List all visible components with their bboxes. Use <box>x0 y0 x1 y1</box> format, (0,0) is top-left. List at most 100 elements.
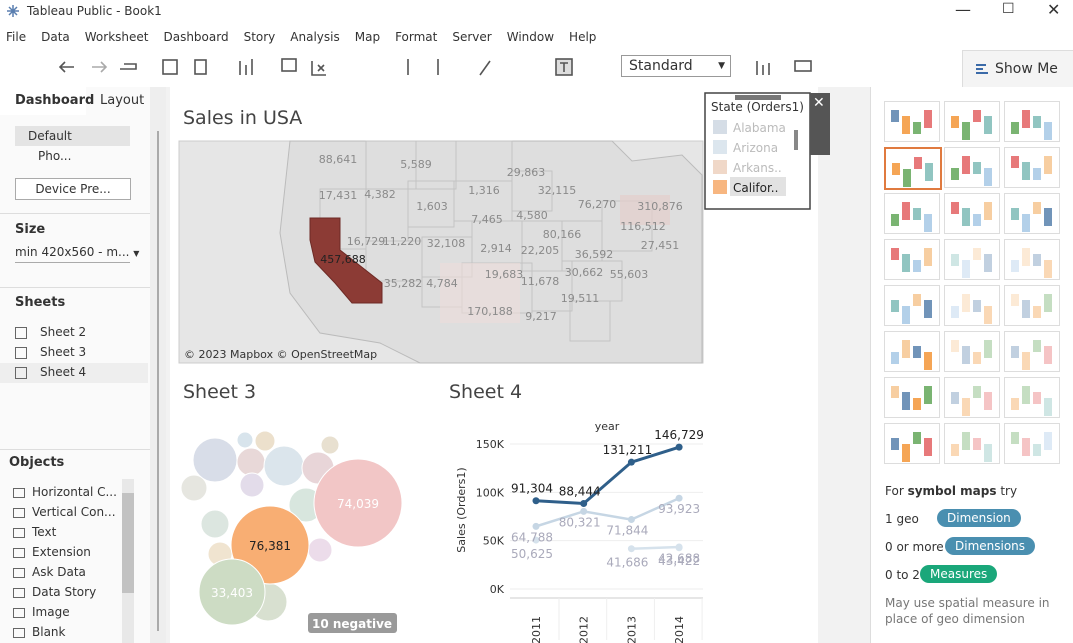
chart-type[interactable] <box>1004 331 1060 372</box>
tab-layout[interactable]: Layout <box>100 93 145 108</box>
hint: For symbol maps try <box>885 484 1017 498</box>
menu-item[interactable]: File <box>6 30 27 44</box>
size-dropdown[interactable]: min 420x560 - m... ▼ <box>15 245 139 263</box>
thumb-mark <box>1022 110 1030 128</box>
chart-type[interactable] <box>944 285 1000 326</box>
chart-type[interactable] <box>884 423 940 464</box>
menu-item[interactable]: Server <box>452 30 492 44</box>
menu-item[interactable]: Story <box>243 30 276 44</box>
chart-type[interactable] <box>944 377 1000 418</box>
object-item[interactable]: Blank <box>32 625 66 639</box>
state-label: 1,316 <box>468 184 500 197</box>
chart-type[interactable] <box>1004 239 1060 280</box>
thumb-mark <box>902 306 910 324</box>
chart-type[interactable] <box>1004 101 1060 142</box>
device-item[interactable]: Pho... <box>38 149 72 163</box>
chart-type[interactable] <box>944 239 1000 280</box>
thumb-mark <box>891 248 899 260</box>
tab-dashboard[interactable]: Dashboard <box>15 93 95 108</box>
chart-type[interactable] <box>944 423 1000 464</box>
thumb-mark <box>962 346 970 364</box>
chart-type[interactable] <box>884 331 940 372</box>
chart-type[interactable] <box>1004 377 1060 418</box>
menu-item[interactable]: Dashboard <box>163 30 229 44</box>
legend-swatch <box>713 180 727 194</box>
chart-type[interactable] <box>1004 147 1060 188</box>
thumb-mark <box>1033 306 1041 318</box>
object-item[interactable]: Vertical Con... <box>32 505 116 519</box>
thumb-mark <box>973 438 981 450</box>
sheet-item[interactable]: Sheet 3 <box>40 345 87 359</box>
menu-item[interactable]: Worksheet <box>84 30 149 44</box>
close[interactable]: ✕ <box>1047 0 1061 19</box>
state-label: 19,683 <box>485 268 524 281</box>
chart-type[interactable] <box>1004 193 1060 234</box>
thumb-mark <box>984 202 992 220</box>
menu-item[interactable]: Data <box>41 30 70 44</box>
thumb-mark <box>1022 162 1030 180</box>
data-label: 146,729 <box>654 428 704 442</box>
state-label: 5,589 <box>400 158 432 171</box>
chart-type[interactable] <box>944 331 1000 372</box>
y-tick-label: 150K <box>476 438 505 451</box>
state-label: 457,688 <box>320 253 366 266</box>
state-label: 88,641 <box>319 153 358 166</box>
thumb-mark <box>984 254 992 272</box>
minimize[interactable]: — <box>955 0 971 19</box>
object-item[interactable]: Data Story <box>32 585 97 599</box>
state-label: 170,188 <box>467 305 513 318</box>
chart-type[interactable] <box>884 377 940 418</box>
chart-type[interactable] <box>884 239 940 280</box>
bubble <box>200 509 230 539</box>
thumb-mark <box>924 352 932 370</box>
data-label: 131,211 <box>603 443 653 457</box>
object-item[interactable]: Text <box>32 525 57 539</box>
state-label: 4,580 <box>516 209 548 222</box>
object-item[interactable]: Horizontal C... <box>32 485 117 499</box>
bubble <box>254 430 276 452</box>
point <box>627 458 635 466</box>
device-item[interactable]: Default <box>28 129 72 143</box>
menu-item[interactable]: Analysis <box>290 30 340 44</box>
thumb-mark <box>1022 352 1030 370</box>
thumb-mark <box>951 168 959 180</box>
object-icon <box>13 628 25 638</box>
bubble <box>236 431 254 449</box>
fit-dropdown[interactable]: Standard ▼ <box>621 55 731 77</box>
show-me-tab[interactable]: Show Me <box>962 50 1073 89</box>
menu-item[interactable]: Format <box>395 30 438 44</box>
maximize[interactable]: ☐ <box>1002 1 1015 17</box>
menu-item[interactable]: Window <box>506 30 555 44</box>
menu-item[interactable]: Help <box>569 30 597 44</box>
object-item[interactable]: Ask Data <box>32 565 86 579</box>
chart-type[interactable] <box>884 101 940 142</box>
chart-type[interactable] <box>944 193 1000 234</box>
state-label: 76,270 <box>578 198 617 211</box>
chart-type[interactable] <box>884 285 940 326</box>
thumb-mark <box>913 432 921 444</box>
chart-type[interactable] <box>884 193 940 234</box>
thumb-mark <box>962 432 970 450</box>
sheet-item[interactable]: Sheet 2 <box>40 325 87 339</box>
thumb-mark <box>973 110 981 122</box>
show-me-icon <box>976 64 988 74</box>
legend-tools <box>810 93 830 155</box>
sheet-icon <box>15 327 27 339</box>
sheet-item[interactable]: Sheet 4 <box>40 365 87 379</box>
menu-item[interactable]: Map <box>354 30 381 44</box>
object-item[interactable]: Image <box>32 605 70 619</box>
device-preview-button[interactable]: Device Pre... <box>15 178 131 200</box>
chart-type[interactable] <box>944 147 1000 188</box>
object-icon <box>13 568 25 578</box>
x-tick-label: 2011 <box>530 616 543 643</box>
thumb-mark <box>925 163 933 181</box>
legend-selected <box>730 177 786 196</box>
object-item[interactable]: Extension <box>32 545 91 559</box>
chart-type[interactable] <box>884 147 942 190</box>
state-label: 19,511 <box>561 292 600 305</box>
chart-type[interactable] <box>1004 423 1060 464</box>
chart-type[interactable] <box>944 101 1000 142</box>
object-icon <box>13 488 25 498</box>
chart-type[interactable] <box>1004 285 1060 326</box>
thumb-mark <box>913 398 921 410</box>
